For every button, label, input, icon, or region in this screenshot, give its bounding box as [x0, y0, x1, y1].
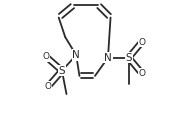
Text: N: N: [104, 53, 112, 63]
Text: S: S: [125, 53, 132, 63]
Text: O: O: [45, 82, 52, 91]
Text: O: O: [138, 38, 145, 47]
Text: S: S: [59, 66, 65, 76]
Text: N: N: [72, 50, 80, 60]
Text: O: O: [138, 69, 145, 78]
Text: O: O: [42, 52, 49, 61]
